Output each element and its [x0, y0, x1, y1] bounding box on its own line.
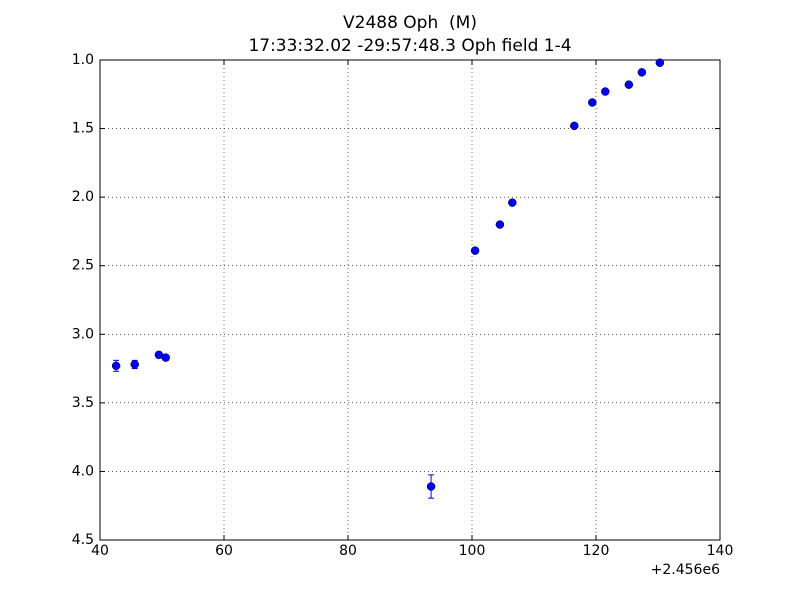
x-tick-label: 120: [583, 543, 610, 559]
point: [111, 361, 121, 371]
point: [570, 121, 579, 131]
point: [508, 198, 517, 207]
point: [588, 98, 597, 107]
y-tick-label: 4.5: [72, 532, 94, 548]
point: [624, 80, 634, 89]
chart-subtitle: 17:33:32.02 -29:57:48.3 Oph field 1-4: [248, 36, 571, 56]
plot-frame: [99, 59, 721, 541]
point: [426, 482, 436, 491]
point: [637, 68, 647, 77]
chart-title: V2488 Oph (M): [343, 13, 477, 33]
x-tick-label: 100: [459, 543, 486, 559]
x-tick-label: 60: [215, 543, 233, 559]
point: [655, 58, 665, 67]
x-tick-label: 140: [707, 543, 734, 559]
y-tick-label: 2.5: [72, 258, 94, 274]
y-tick-label: 1.5: [72, 121, 94, 137]
point: [495, 220, 505, 229]
x-tick-label: 40: [91, 543, 109, 559]
point: [601, 87, 610, 96]
point: [161, 353, 170, 362]
y-tick-label: 4.0: [72, 463, 94, 479]
point: [130, 360, 139, 369]
y-tick-label: 3.5: [72, 395, 94, 411]
y-tick-label: 2.0: [72, 189, 94, 205]
x-tick-label: 80: [339, 543, 357, 559]
y-tick-label: 3.0: [72, 326, 94, 342]
point: [470, 246, 480, 255]
y-tick-label: 1.0: [72, 52, 94, 68]
x-offset-label: +2.456e6: [651, 562, 720, 578]
